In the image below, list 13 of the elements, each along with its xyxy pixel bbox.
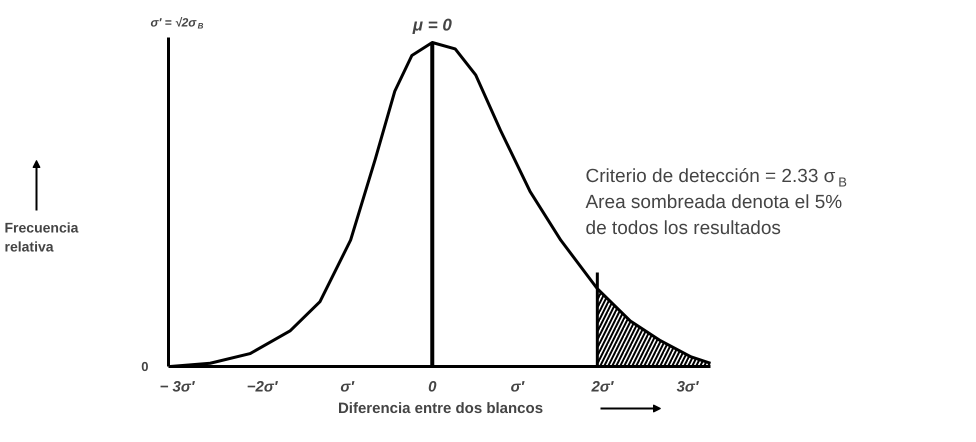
x-axis-title: Diferencia entre dos blancos bbox=[338, 400, 544, 417]
text: 0 bbox=[141, 359, 149, 374]
x-tick-label: σ′ bbox=[510, 378, 526, 396]
ref-line-label: μ = 0 bbox=[412, 16, 452, 34]
annotation: Area sombreada denota el 5% bbox=[586, 192, 842, 213]
x-tick-label: 0 bbox=[428, 378, 438, 396]
x-tick-label: − 3σ′ bbox=[160, 378, 196, 396]
x-tick-label: −2σ′ bbox=[246, 378, 279, 396]
x-tick-label: σ′ bbox=[340, 378, 356, 396]
annotation: de todos los resultados bbox=[586, 218, 781, 239]
x-tick-label: 3σ′ bbox=[676, 378, 700, 396]
text: Frecuencia relativa bbox=[4, 220, 79, 254]
x-tick-label: 2σ′ bbox=[590, 378, 615, 396]
